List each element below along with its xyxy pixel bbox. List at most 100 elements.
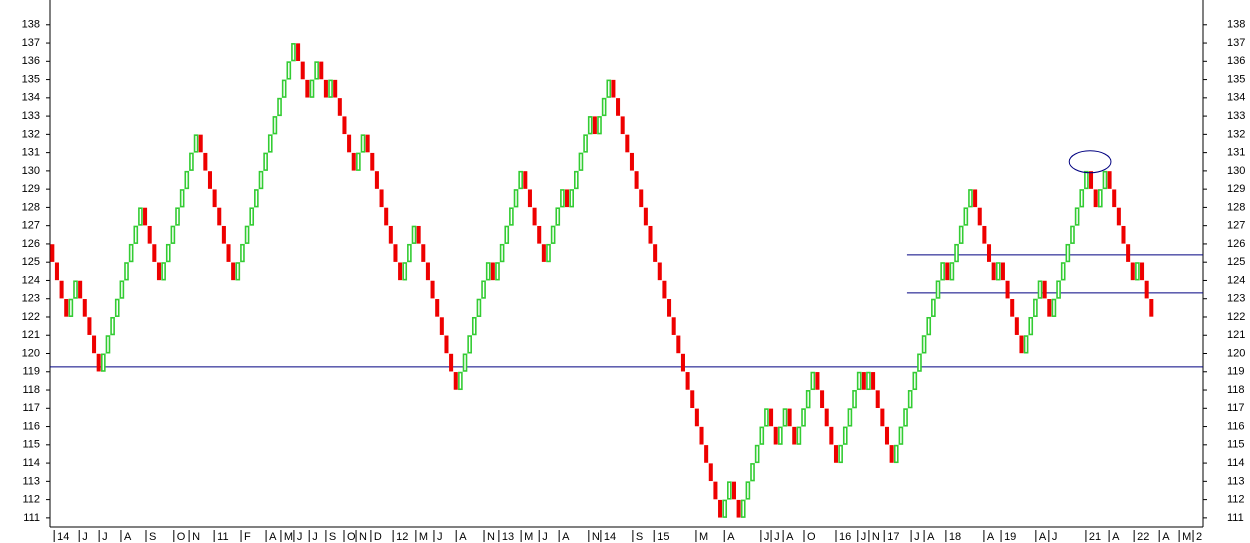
x-tick-label: 14	[57, 531, 69, 543]
x-tick-label: O	[807, 531, 816, 543]
x-tick-label: J	[861, 531, 867, 543]
y-tick-label-right: 116	[1227, 420, 1245, 432]
y-tick-label: 122	[22, 311, 40, 323]
down-brick	[435, 299, 440, 317]
down-brick	[986, 244, 992, 262]
down-brick	[982, 225, 987, 244]
y-tick-label: 118	[22, 384, 40, 396]
y-tick-label-right: 128	[1227, 201, 1245, 213]
down-brick	[78, 280, 83, 299]
up-brick	[935, 280, 941, 299]
up-brick	[1023, 335, 1029, 354]
up-brick	[838, 444, 843, 464]
x-tick-label: O	[177, 531, 186, 543]
x-tick-label: A	[269, 531, 277, 543]
x-tick-label: A	[1039, 531, 1047, 543]
x-tick-label: N	[359, 531, 367, 543]
down-brick	[667, 299, 672, 317]
y-tick-label-right: 137	[1227, 37, 1245, 49]
up-brick	[471, 316, 477, 336]
up-brick	[601, 97, 607, 117]
up-brick	[193, 134, 199, 153]
down-brick	[319, 61, 324, 80]
y-tick-label: 112	[22, 494, 40, 506]
down-brick	[875, 390, 880, 408]
down-brick	[449, 353, 454, 372]
down-brick	[379, 189, 384, 208]
x-tick-label: 13	[502, 531, 514, 543]
down-brick	[616, 98, 621, 116]
down-brick	[769, 408, 774, 427]
x-tick-label: J	[312, 531, 318, 543]
up-brick	[309, 79, 315, 98]
y-tick-label: 114	[22, 457, 40, 469]
y-tick-label-right: 112	[1227, 494, 1245, 506]
up-brick	[286, 61, 292, 80]
down-brick	[365, 134, 370, 153]
down-brick	[1005, 280, 1010, 299]
down-brick	[662, 280, 667, 299]
up-brick	[1056, 280, 1061, 299]
down-brick	[444, 335, 449, 354]
down-brick	[351, 152, 356, 171]
down-brick	[82, 299, 87, 317]
up-brick	[782, 408, 788, 427]
x-tick-label: 17	[887, 531, 899, 543]
down-brick	[1014, 317, 1019, 335]
up-brick	[745, 481, 751, 500]
down-brick	[207, 171, 212, 189]
up-brick	[291, 43, 296, 62]
up-brick	[184, 170, 190, 190]
down-brick	[323, 79, 328, 98]
up-brick	[249, 207, 255, 226]
up-brick	[1097, 189, 1103, 208]
y-tick-label: 113	[22, 475, 40, 487]
down-brick	[820, 390, 825, 408]
up-brick	[931, 298, 936, 317]
down-brick	[880, 408, 885, 427]
up-brick	[722, 499, 728, 518]
y-tick-label: 117	[22, 402, 40, 414]
y-tick-label: 137	[22, 37, 40, 49]
down-brick	[217, 207, 222, 226]
y-tick-label-right: 134	[1227, 92, 1245, 104]
up-brick	[847, 408, 853, 427]
up-brick	[124, 262, 129, 281]
down-brick	[347, 134, 352, 153]
down-brick	[713, 481, 718, 500]
up-brick	[513, 189, 519, 208]
up-brick	[555, 207, 561, 226]
up-brick	[402, 262, 408, 281]
x-tick-label: F	[244, 531, 251, 543]
up-brick	[499, 243, 505, 263]
up-brick	[281, 79, 287, 98]
up-brick	[68, 298, 74, 317]
down-brick	[1130, 262, 1135, 281]
x-tick-label: 11	[217, 531, 228, 543]
up-brick	[360, 134, 366, 153]
up-brick	[842, 426, 848, 445]
down-brick	[639, 189, 644, 208]
x-tick-label: J	[774, 531, 780, 543]
down-brick	[565, 189, 570, 208]
up-brick	[759, 426, 765, 445]
down-brick	[1010, 299, 1015, 317]
up-brick	[1079, 189, 1085, 208]
down-brick	[629, 152, 634, 171]
up-brick	[583, 134, 588, 153]
up-brick	[1060, 262, 1066, 281]
down-brick	[156, 262, 161, 281]
y-tick-label: 121	[22, 329, 40, 341]
down-brick	[59, 280, 64, 299]
down-brick	[1126, 244, 1131, 262]
x-tick-label: A	[727, 531, 735, 543]
x-tick-label: 18	[949, 531, 961, 543]
down-brick	[884, 426, 890, 445]
down-brick	[643, 207, 648, 226]
up-brick	[1070, 225, 1075, 244]
up-brick	[805, 390, 811, 409]
up-brick	[727, 481, 732, 500]
down-brick	[861, 372, 866, 390]
